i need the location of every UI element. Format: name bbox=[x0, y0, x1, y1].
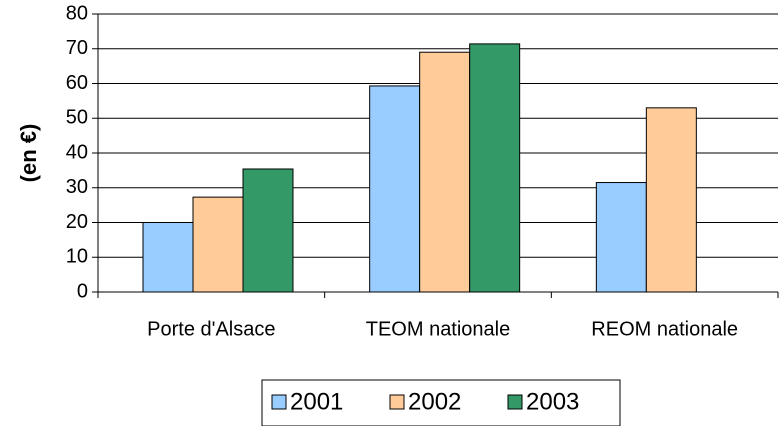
legend-swatch bbox=[389, 394, 405, 410]
bar bbox=[192, 196, 244, 293]
y-tick-label: 40 bbox=[66, 141, 88, 163]
y-axis-label: (en €) bbox=[16, 124, 41, 183]
y-tick-label: 50 bbox=[66, 107, 88, 129]
y-tick-label: 10 bbox=[66, 246, 88, 268]
y-tick-label: 80 bbox=[66, 2, 88, 24]
y-tick-label: 0 bbox=[77, 280, 88, 302]
y-tick-label: 20 bbox=[66, 211, 88, 233]
bar bbox=[369, 85, 421, 293]
legend-label: 2003 bbox=[526, 388, 579, 415]
legend-label: 2001 bbox=[290, 388, 343, 415]
x-tick-label: REOM nationale bbox=[591, 318, 738, 340]
bar bbox=[242, 168, 294, 293]
y-tick-label: 70 bbox=[66, 37, 88, 59]
y-tick-label: 30 bbox=[66, 176, 88, 198]
legend-swatch bbox=[507, 394, 523, 410]
bar bbox=[469, 43, 521, 293]
x-tick-label: TEOM nationale bbox=[366, 318, 511, 340]
bar bbox=[419, 51, 471, 293]
bar bbox=[595, 182, 647, 293]
y-tick-label: 60 bbox=[66, 72, 88, 94]
bar bbox=[645, 107, 697, 293]
bar bbox=[142, 222, 194, 293]
legend-swatch bbox=[271, 394, 287, 410]
legend-label: 2002 bbox=[408, 388, 461, 415]
legend-box bbox=[261, 379, 621, 426]
x-tick-label: Porte d'Alsace bbox=[147, 318, 275, 340]
